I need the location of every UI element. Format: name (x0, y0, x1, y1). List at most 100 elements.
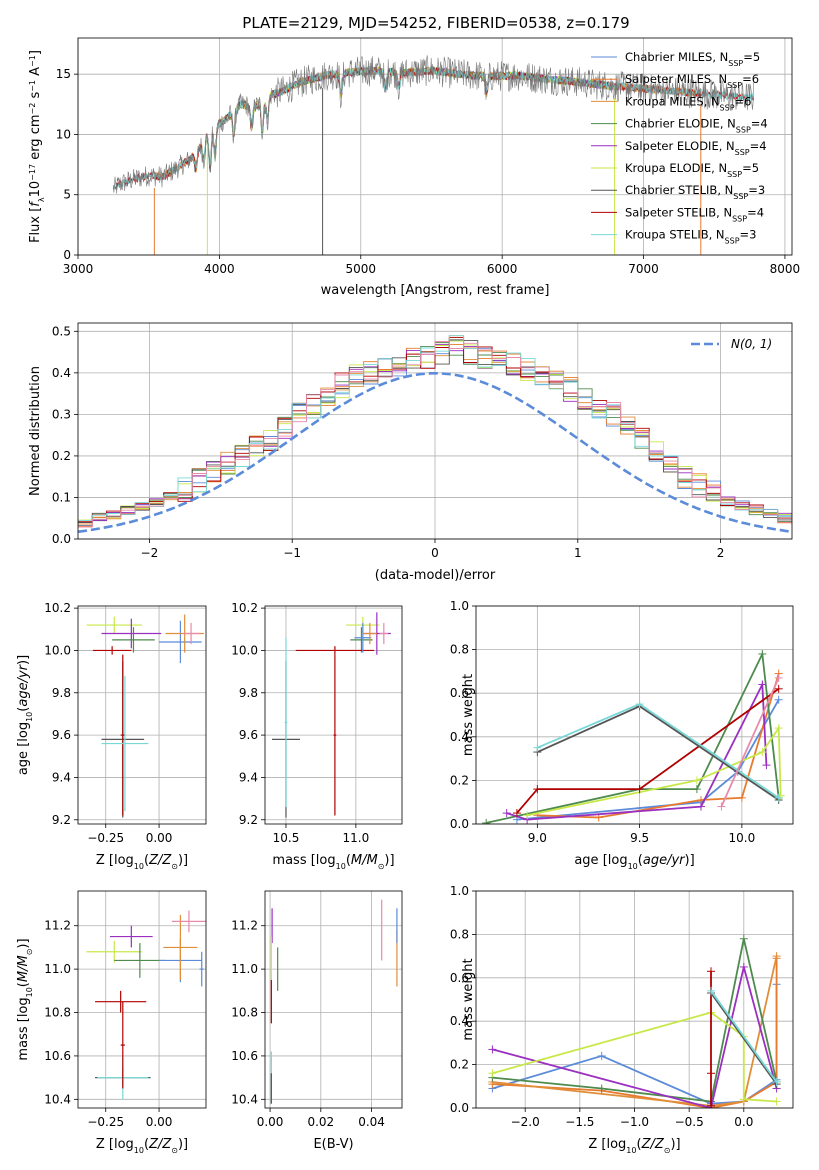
x-tick-label: 0.02 (307, 1115, 334, 1129)
panel-weight_vs_age: 9.0 9.5 10.0 0.0 0.2 0.4 0.6 0.8 1.0 age [log10(a… (450, 599, 794, 871)
x-tick-label: 6000 (487, 262, 518, 276)
x-tick-label: 11.0 (343, 831, 370, 845)
residual-histogram (78, 341, 792, 528)
y-tick-label: 10 (56, 127, 71, 141)
y-tick-label: 10.6 (44, 1049, 71, 1063)
legend-entry: Kroupa STELIB, NSSP=3 (625, 228, 756, 246)
x-tick-label: 0.00 (146, 1115, 173, 1129)
y-tick-label: 0.2 (450, 1058, 469, 1072)
x-tick-label: 8000 (770, 262, 801, 276)
x-tick-label: −1.5 (565, 1115, 594, 1129)
y-tick-label: 10.8 (231, 1006, 258, 1020)
x-tick-label: 0.0 (734, 1115, 753, 1129)
y-tick-label: 9.8 (239, 686, 258, 700)
axes-frame (77, 890, 207, 1109)
panel-spectrum: 3000 4000 5000 6000 7000 8000 0 5 10 15 wavelength… (28, 37, 801, 298)
x-axis-label: Z [log10(Z/Z⊙)] (96, 853, 188, 871)
plot-area-mass_vs_Z (86, 910, 206, 1100)
y-axis-label: mass weight (461, 674, 476, 756)
x-tick-label: 3000 (63, 262, 94, 276)
axes-frame (264, 605, 403, 825)
plot-area-weight_vs_age (482, 649, 785, 824)
axes-frame (264, 890, 403, 1109)
y-tick-label: 9.8 (52, 686, 71, 700)
y-axis-label: age [log10(age/yr)] (16, 655, 34, 775)
y-axis-label: mass weight (461, 958, 476, 1040)
y-tick-label: 5 (63, 188, 71, 202)
legend-entry: Chabrier STELIB, NSSP=3 (625, 183, 765, 201)
x-axis-label: age [log10(age/yr)] (574, 853, 694, 871)
y-tick-label: 9.2 (239, 813, 258, 827)
axes-frame (77, 605, 207, 825)
y-tick-label: 0.0 (450, 1101, 469, 1115)
y-tick-label: 10.0 (44, 643, 71, 657)
x-axis-label: wavelength [Angstrom, rest frame] (321, 283, 550, 298)
panel-mass_vs_ebv: 0.00 0.02 0.04 10.4 10.6 10.8 11.0 11.2 E(B-V) (231, 890, 403, 1152)
plot-area-age_vs_mass (271, 612, 391, 818)
y-tick-label: 9.4 (239, 770, 258, 784)
y-tick-label: 11.0 (231, 962, 258, 976)
x-tick-label: 5000 (345, 262, 376, 276)
panel-mass_vs_Z: −0.25 0.00 10.4 10.6 10.8 11.0 11.2 Z [log10(Z/… (16, 890, 207, 1155)
plot-area-spectrum (112, 55, 754, 255)
x-axis-label: (data-model)/error (375, 568, 496, 583)
x-axis-label: Z [log10(Z/Z⊙)] (96, 1137, 188, 1155)
gaussian-curve (78, 372, 792, 533)
x-tick-label: 7000 (628, 262, 659, 276)
y-tick-label: 0.0 (52, 532, 71, 546)
x-tick-label: 0.00 (257, 1115, 284, 1129)
y-tick-label: 0.6 (450, 971, 469, 985)
panel-age_vs_mass: 10.5 11.0 9.2 9.4 9.6 9.8 10.0 10.2 mass [log10(… (231, 601, 403, 871)
axes-frame (475, 890, 794, 1109)
y-tick-label: 10.8 (44, 1006, 71, 1020)
x-tick-label: 9.0 (528, 831, 547, 845)
y-tick-label: 10.0 (231, 643, 258, 657)
y-tick-label: 10.2 (44, 601, 71, 615)
weight-line (516, 688, 780, 814)
y-tick-label: 9.6 (239, 728, 258, 742)
y-axis-label: Flux [fλ10−17 erg cm−2 s−1 A−1] (28, 50, 46, 243)
legend-entry: Salpeter STELIB, NSSP=4 (625, 205, 764, 223)
y-tick-label: 0.2 (450, 773, 469, 787)
weight-line (710, 992, 778, 1085)
observed-spectrum-line (113, 55, 754, 194)
plot-area-weight_vs_Z (488, 934, 781, 1108)
plot-area-age_vs_Z (86, 614, 204, 818)
x-axis-label: E(B-V) (313, 1137, 353, 1152)
y-tick-label: 0.2 (52, 449, 71, 463)
x-tick-label: −1.0 (620, 1115, 649, 1129)
legend-entry: Chabrier ELODIE, NSSP=4 (625, 117, 768, 135)
weight-line (516, 699, 780, 821)
x-tick-label: 9.5 (630, 831, 649, 845)
y-tick-label: 0.4 (450, 1014, 469, 1028)
weight-line (492, 958, 778, 1108)
x-tick-label: −0.5 (675, 1115, 704, 1129)
y-tick-label: 1.0 (450, 599, 469, 613)
x-axis-label: Z [log10(Z/Z⊙)] (588, 1137, 680, 1155)
y-tick-label: 10.2 (231, 601, 258, 615)
legend-entry: Kroupa MILES, NSSP=6 (625, 94, 751, 112)
x-tick-label: 1 (574, 546, 582, 560)
legend-entry: Kroupa ELODIE, NSSP=5 (625, 161, 759, 179)
y-tick-label: 10.4 (44, 1092, 71, 1106)
y-tick-label: 15 (56, 67, 71, 81)
y-tick-label: 9.2 (52, 813, 71, 827)
panel-weight_vs_Z: −2.0 −1.5 −1.0 −0.5 0.0 0.0 0.2 0.4 0.6 0.8 1.0 Z [… (450, 884, 794, 1155)
y-tick-label: 0.8 (450, 927, 469, 941)
legend-entry: Salpeter ELODIE, NSSP=4 (625, 139, 767, 157)
x-tick-label: 10.5 (273, 831, 300, 845)
x-tick-label: 0.04 (358, 1115, 385, 1129)
y-tick-label: 0.6 (450, 686, 469, 700)
y-tick-label: 0.4 (52, 366, 71, 380)
axes-frame (77, 37, 793, 256)
x-tick-label: −1 (283, 546, 301, 560)
y-tick-label: 9.6 (52, 728, 71, 742)
x-tick-label: 2 (717, 546, 725, 560)
axes-frame (475, 605, 794, 825)
y-tick-label: 1.0 (450, 884, 469, 898)
panel-age_vs_Z: −0.25 0.00 9.2 9.4 9.6 9.8 10.0 10.2 Z [log10(Z/… (16, 601, 207, 871)
y-tick-label: 9.4 (52, 770, 71, 784)
x-tick-label: −2.0 (511, 1115, 540, 1129)
y-tick-label: 0.3 (52, 407, 71, 421)
